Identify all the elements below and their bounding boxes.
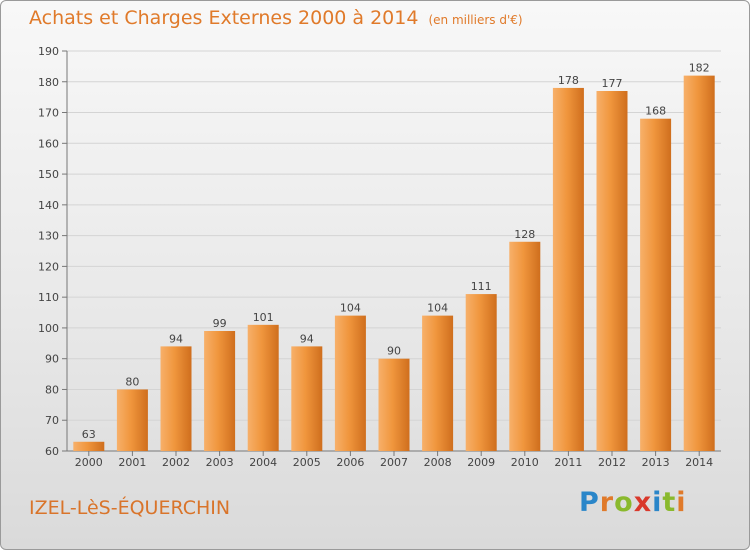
y-tick-label: 120 xyxy=(38,260,59,273)
bar xyxy=(247,324,279,451)
x-tick-label: 2008 xyxy=(424,456,452,469)
y-tick-label: 80 xyxy=(45,383,59,396)
x-tick-label: 2004 xyxy=(249,456,277,469)
y-tick-label: 190 xyxy=(38,45,59,58)
bar xyxy=(552,87,584,451)
proxiti-logo: Proxiti xyxy=(579,487,687,518)
x-tick-label: 2001 xyxy=(118,456,146,469)
x-tick-label: 2011 xyxy=(554,456,582,469)
y-tick-label: 130 xyxy=(38,230,59,243)
bar xyxy=(160,346,192,451)
value-label: 90 xyxy=(387,345,401,358)
x-tick-label: 2006 xyxy=(336,456,364,469)
value-label: 94 xyxy=(300,332,314,345)
x-tick-label: 2003 xyxy=(206,456,234,469)
value-label: 101 xyxy=(253,311,274,324)
logo-letter: t xyxy=(662,487,677,518)
logo-letter: i xyxy=(676,487,687,518)
value-label: 128 xyxy=(514,228,535,241)
bar xyxy=(640,118,672,451)
chart-title: Achats et Charges Externes 2000 à 2014 (e… xyxy=(29,7,523,29)
value-label: 104 xyxy=(427,302,448,315)
bar xyxy=(291,346,323,451)
y-tick-label: 100 xyxy=(38,322,59,335)
logo-letter: x xyxy=(633,487,653,518)
x-tick-label: 2007 xyxy=(380,456,408,469)
y-tick-label: 160 xyxy=(38,137,59,150)
bar xyxy=(378,358,410,451)
value-label: 94 xyxy=(169,332,183,345)
y-tick-label: 140 xyxy=(38,199,59,212)
title-text: Achats et Charges Externes 2000 à 2014 xyxy=(29,7,419,29)
x-tick-label: 2014 xyxy=(685,456,713,469)
bar xyxy=(116,389,148,451)
x-tick-label: 2012 xyxy=(598,456,626,469)
x-tick-label: 2009 xyxy=(467,456,495,469)
bar xyxy=(509,241,541,451)
bar xyxy=(422,315,454,451)
bar xyxy=(73,441,105,451)
value-label: 178 xyxy=(558,74,579,87)
logo-letter: i xyxy=(652,487,663,518)
value-label: 63 xyxy=(82,428,96,441)
bar xyxy=(683,75,715,451)
x-tick-label: 2013 xyxy=(642,456,670,469)
bar xyxy=(596,91,628,451)
x-tick-label: 2002 xyxy=(162,456,190,469)
logo-letter: P xyxy=(579,487,600,518)
y-tick-label: 170 xyxy=(38,107,59,120)
y-tick-label: 150 xyxy=(38,168,59,181)
chart-subtitle: (en milliers d'€) xyxy=(428,13,523,27)
value-label: 182 xyxy=(689,62,710,75)
logo-letter: o xyxy=(614,487,634,518)
commune-name: IZEL-LèS-ÉQUERCHIN xyxy=(29,497,231,519)
y-tick-label: 180 xyxy=(38,76,59,89)
bar xyxy=(465,294,497,451)
value-label: 111 xyxy=(471,280,492,293)
x-tick-label: 2010 xyxy=(511,456,539,469)
value-label: 80 xyxy=(125,375,139,388)
y-tick-label: 70 xyxy=(45,414,59,427)
value-label: 99 xyxy=(213,317,227,330)
y-tick-label: 60 xyxy=(45,445,59,458)
value-label: 168 xyxy=(645,105,666,118)
y-tick-label: 90 xyxy=(45,353,59,366)
bar-layer: 63 80 94 99 101 94 104 90 104 111 128 178 177 168 182 xyxy=(73,62,715,451)
value-label: 177 xyxy=(602,77,623,90)
logo-letter: r xyxy=(599,487,615,518)
x-tick-label: 2000 xyxy=(75,456,103,469)
y-tick-label: 110 xyxy=(38,291,59,304)
value-label: 104 xyxy=(340,302,361,315)
x-tick-label: 2005 xyxy=(293,456,321,469)
bar xyxy=(204,331,236,451)
bar xyxy=(334,315,366,451)
